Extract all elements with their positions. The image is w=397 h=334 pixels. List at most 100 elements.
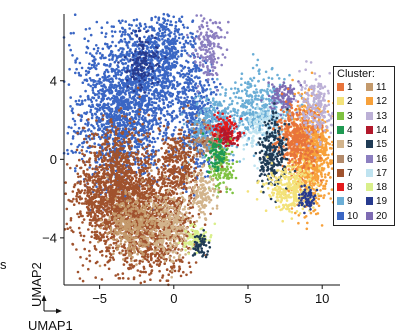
cell-point xyxy=(128,95,132,99)
cell-point xyxy=(107,102,110,105)
cell-point xyxy=(192,88,195,91)
cell-point xyxy=(107,137,111,140)
cell-point xyxy=(206,43,210,46)
cell-point xyxy=(161,42,164,45)
cell-point xyxy=(104,32,108,35)
cell-point xyxy=(106,45,109,48)
cell-point xyxy=(71,111,75,115)
cell-point xyxy=(200,124,204,127)
cell-point xyxy=(257,113,260,116)
cell-point xyxy=(140,86,144,89)
cell-point xyxy=(150,85,154,89)
cell-point xyxy=(97,124,100,128)
cell-point xyxy=(150,140,154,144)
cell-point xyxy=(96,49,99,53)
cell-point xyxy=(121,114,124,118)
cell-point xyxy=(81,145,84,149)
cell-point xyxy=(98,92,101,95)
cell-point xyxy=(131,37,134,41)
cell-point xyxy=(216,111,220,115)
cell-point xyxy=(88,144,92,148)
cell-point xyxy=(166,61,170,65)
cell-point xyxy=(104,134,107,137)
cell-point xyxy=(213,113,216,117)
cell-point xyxy=(179,105,183,109)
cell-point xyxy=(165,28,169,31)
cell-point xyxy=(75,191,79,195)
cell-point xyxy=(100,112,103,116)
cell-point xyxy=(90,123,93,127)
cell-point xyxy=(228,103,231,107)
cell-point xyxy=(266,105,270,109)
cell-point xyxy=(144,40,147,44)
cell-point xyxy=(164,56,167,59)
cell-point xyxy=(162,25,166,28)
cell-point xyxy=(253,164,256,167)
cell-point xyxy=(91,88,95,92)
cell-point xyxy=(222,118,225,122)
cell-point xyxy=(90,116,94,120)
cell-point xyxy=(103,109,106,113)
cell-point xyxy=(170,94,174,98)
cell-point xyxy=(205,73,209,77)
cell-point xyxy=(214,158,217,162)
cell-point xyxy=(121,127,125,130)
cell-point xyxy=(165,110,169,113)
cell-point xyxy=(170,54,174,57)
cell-point xyxy=(207,115,211,118)
cell-point xyxy=(178,33,181,36)
cell-point xyxy=(239,96,243,100)
cell-point xyxy=(164,81,167,85)
cell-point xyxy=(192,67,195,71)
cell-point xyxy=(157,108,160,111)
cell-point xyxy=(184,74,187,77)
cell-point xyxy=(254,113,258,117)
cell-point xyxy=(195,35,198,38)
cell-point xyxy=(139,62,143,65)
cell-point xyxy=(130,97,134,100)
cell-point xyxy=(118,115,121,119)
cell-point xyxy=(183,49,186,52)
cell-point xyxy=(194,42,197,45)
cell-point xyxy=(150,79,153,82)
cell-point xyxy=(210,161,213,164)
cell-point xyxy=(137,101,140,104)
cell-point xyxy=(201,132,205,135)
cell-point xyxy=(199,122,202,125)
cell-point xyxy=(206,102,209,106)
cell-point xyxy=(197,35,201,38)
cell-point xyxy=(189,82,193,85)
cell-point xyxy=(209,87,212,91)
cell-point xyxy=(76,131,79,135)
cell-point xyxy=(100,26,104,30)
cell-point xyxy=(206,112,209,116)
cell-point xyxy=(95,165,98,168)
cell-point xyxy=(216,137,220,141)
cell-point xyxy=(98,108,101,112)
cell-point xyxy=(70,126,73,130)
cell-point xyxy=(122,66,126,70)
cell-point xyxy=(95,93,99,96)
cell-point xyxy=(174,24,178,28)
cell-point xyxy=(66,227,69,230)
cell-point xyxy=(87,70,91,73)
cell-point xyxy=(97,96,100,99)
cell-point xyxy=(210,47,214,50)
cell-point xyxy=(174,42,177,45)
cell-point xyxy=(132,82,136,85)
cell-point xyxy=(160,82,164,85)
cell-point xyxy=(212,42,215,45)
cell-point xyxy=(232,127,236,130)
cell-point xyxy=(119,79,123,83)
cell-point xyxy=(71,135,75,138)
cell-point xyxy=(182,118,185,122)
cell-point xyxy=(198,64,202,67)
cell-point xyxy=(112,241,116,245)
cell-point xyxy=(79,118,83,121)
cell-point xyxy=(267,81,270,84)
cell-point xyxy=(194,82,198,85)
cell-point xyxy=(117,61,120,64)
cell-point xyxy=(127,119,130,123)
cell-point xyxy=(126,124,129,127)
cell-point xyxy=(187,130,191,134)
